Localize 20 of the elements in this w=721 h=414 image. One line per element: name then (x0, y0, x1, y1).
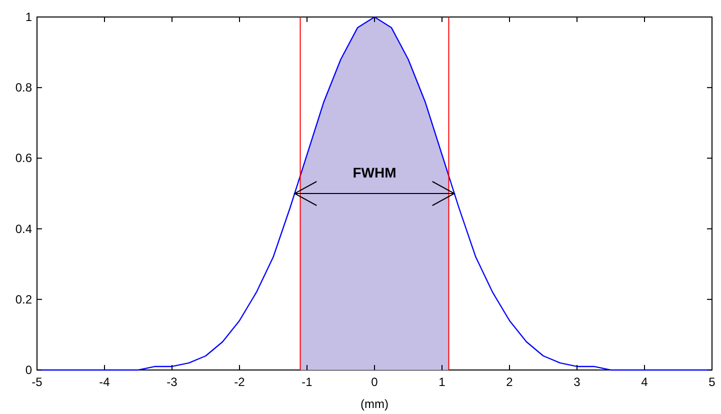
x-tick-label: -1 (302, 375, 313, 389)
x-tick-label: 3 (574, 375, 581, 389)
y-tick-label: 0.2 (15, 292, 32, 306)
x-tick-label: 2 (506, 375, 514, 389)
x-tick-label: 5 (708, 375, 716, 389)
y-tick-label: 0.8 (15, 80, 32, 95)
x-axis-title: (mm) (360, 397, 388, 411)
line-series (36, 16, 713, 371)
annotation: FWHM (352, 164, 396, 180)
y-tick-label: 0.6 (15, 151, 32, 166)
x-tick-label: -3 (166, 375, 178, 389)
x-tick-label: 0 (371, 375, 378, 389)
x-tick-label: -5 (32, 375, 43, 389)
y-tick-label: 0 (25, 363, 32, 377)
y-tick-label: 0.4 (15, 222, 32, 236)
y-tick-label: 1 (25, 10, 32, 24)
x-tick-label: -4 (99, 375, 110, 389)
x-tick-label: 1 (438, 375, 446, 389)
x-tick-label: 4 (641, 375, 648, 389)
x-tick-label: -2 (234, 375, 246, 389)
